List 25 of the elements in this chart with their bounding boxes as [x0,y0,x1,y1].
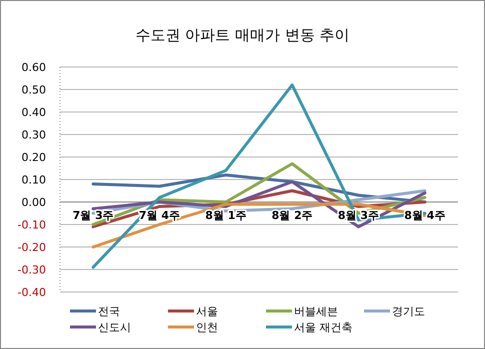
legend-label: 신도시 [98,320,131,334]
line-series [92,180,426,228]
y-tick-label: -0.20 [18,240,46,254]
y-tick-label: 0.20 [22,150,46,164]
y-tick-label: 0.30 [22,128,46,142]
line-series [92,202,426,248]
y-tick-label: -0.10 [18,218,46,232]
y-tick-label: 0.50 [22,83,46,96]
y-tick-label: -0.40 [18,286,46,299]
legend-label: 서울 재건축 [294,320,352,334]
y-tick-label: 0.10 [22,173,46,186]
x-tick-label: 8월 1주 [205,209,246,222]
x-tick-label: 8월 2주 [272,209,313,222]
x-tick-label: 7월 3주 [72,209,114,222]
y-tick-label: 0.60 [22,60,46,74]
y-tick-label: -0.30 [18,263,46,276]
y-tick-label: 0.00 [22,196,46,209]
legend-label: 서울 [196,304,218,318]
legend-label: 경기도 [392,304,425,318]
line-series [92,84,426,269]
chart-title: 수도권 아파트 매매가 변동 추이 [135,26,350,44]
y-tick-label: 0.40 [22,106,46,119]
legend-label: 인천 [196,320,218,334]
legend-label: 버블세븐 [294,304,338,318]
legend-label: 전국 [98,304,120,318]
